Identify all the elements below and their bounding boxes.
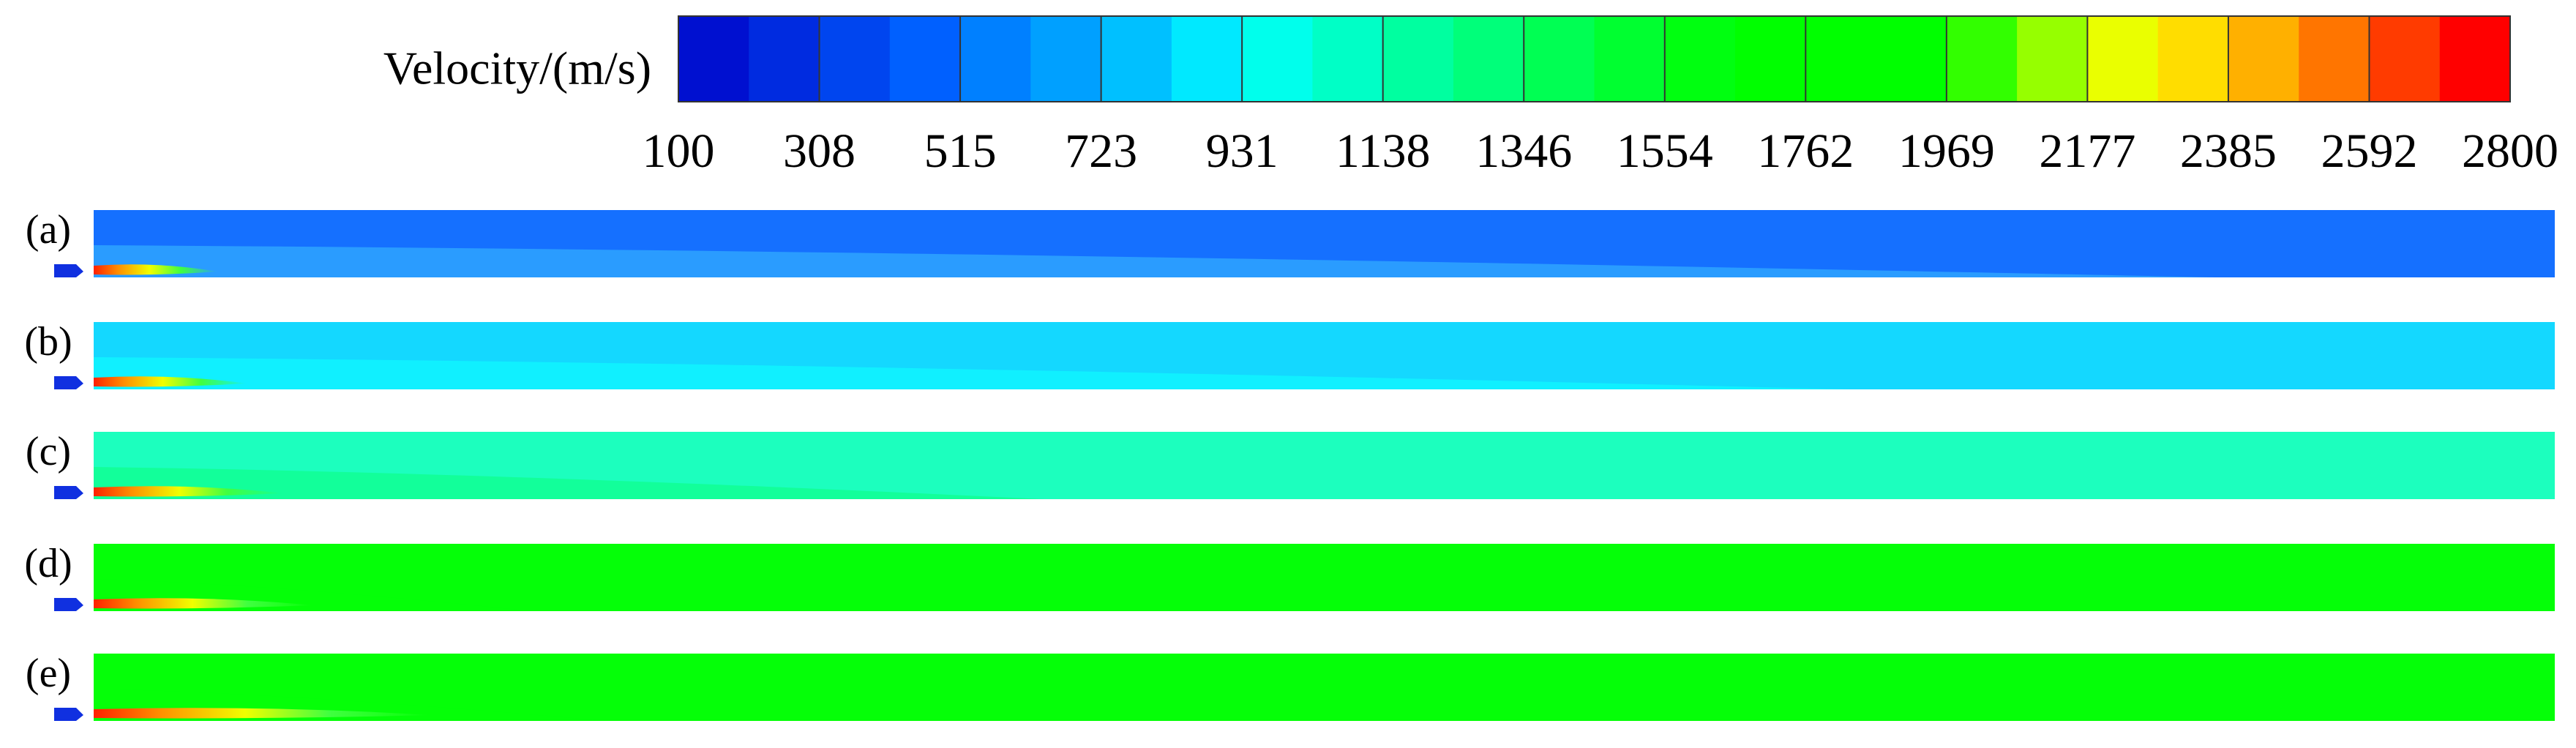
colorbar-band bbox=[2087, 16, 2159, 102]
colorbar-band bbox=[749, 16, 820, 102]
colorbar-band bbox=[1664, 16, 1736, 102]
inlet bbox=[54, 376, 83, 389]
panel-label: (b) bbox=[24, 319, 72, 364]
colorbar-tick-label: 2592 bbox=[2321, 124, 2417, 178]
colorbar-tick-label: 2800 bbox=[2462, 124, 2558, 178]
colorbar-band bbox=[1382, 16, 1454, 102]
jet-streak bbox=[94, 486, 284, 497]
jet-streak bbox=[94, 598, 313, 609]
colorbar-band bbox=[2228, 16, 2299, 102]
colorbar-band bbox=[1030, 16, 1102, 102]
colorbar-tick-label: 1138 bbox=[1336, 124, 1431, 178]
colorbar-band bbox=[960, 16, 1031, 102]
colorbar-tick-label: 2385 bbox=[2180, 124, 2277, 178]
panel-label: (d) bbox=[24, 541, 72, 586]
colorbar-band bbox=[1735, 16, 1806, 102]
colorbar-band bbox=[2157, 16, 2229, 102]
colorbar-band bbox=[1946, 16, 2018, 102]
contour-panel: (a) bbox=[26, 207, 2555, 277]
colorbar-band bbox=[1524, 16, 1595, 102]
colorbar-tick-label: 723 bbox=[1065, 124, 1137, 178]
panel-label: (e) bbox=[26, 651, 71, 696]
contour-panel: (d) bbox=[24, 541, 2555, 611]
colorbar-tick-label: 931 bbox=[1206, 124, 1278, 178]
colorbar-tick-label: 1346 bbox=[1475, 124, 1572, 178]
colorbar-band bbox=[2299, 16, 2370, 102]
colorbar-tick-label: 100 bbox=[643, 124, 715, 178]
colorbar-band bbox=[1312, 16, 1384, 102]
colorbar-tick-label: 1554 bbox=[1617, 124, 1713, 178]
colorbar-band bbox=[1876, 16, 1947, 102]
colorbar: 100 308 515 723 931 1138 1346 1554 1762 1969 2177 2… bbox=[643, 15, 2558, 178]
colorbar-band bbox=[2017, 16, 2088, 102]
colorbar-band bbox=[2369, 16, 2441, 102]
colorbar-band bbox=[1242, 16, 1313, 102]
colorbar-frame bbox=[678, 15, 2511, 102]
flow-layer bbox=[94, 357, 1850, 389]
flow-field bbox=[94, 544, 2555, 611]
colorbar-tick-label: 308 bbox=[783, 124, 855, 178]
flow-layer bbox=[94, 245, 2216, 277]
colorbar-band bbox=[1453, 16, 1524, 102]
colorbar-tick-label: 515 bbox=[924, 124, 997, 178]
contour-panel: (b) bbox=[24, 319, 2555, 389]
colorbar-tick-label: 2177 bbox=[2039, 124, 2135, 178]
colorbar-tick-label: 1969 bbox=[1898, 124, 1995, 178]
colorbar-band bbox=[2439, 16, 2511, 102]
inlet bbox=[54, 486, 83, 499]
jet-streak bbox=[94, 264, 218, 275]
colorbar-band bbox=[819, 16, 891, 102]
panel-label: (a) bbox=[26, 207, 71, 253]
colorbar-label: Velocity/(m/s) bbox=[383, 42, 651, 94]
inlet bbox=[54, 264, 83, 277]
colorbar-tick-label: 1762 bbox=[1757, 124, 1854, 178]
contour-panel: (e) bbox=[26, 651, 2555, 721]
jet-streak bbox=[94, 708, 430, 719]
flow-field bbox=[94, 654, 2555, 721]
colorbar-band bbox=[1171, 16, 1243, 102]
contour-panels: (a) (b) (c) (d) (e) bbox=[24, 207, 2555, 721]
contour-panel: (c) bbox=[26, 429, 2555, 499]
flow-layer bbox=[94, 467, 1045, 499]
inlet bbox=[54, 598, 83, 611]
colorbar-band bbox=[1594, 16, 1666, 102]
colorbar-band bbox=[1101, 16, 1172, 102]
colorbar-band bbox=[678, 16, 749, 102]
colorbar-band bbox=[889, 16, 961, 102]
jet-streak bbox=[94, 376, 247, 387]
panel-label: (c) bbox=[26, 429, 71, 474]
colorbar-band bbox=[1805, 16, 1877, 102]
inlet bbox=[54, 708, 83, 721]
